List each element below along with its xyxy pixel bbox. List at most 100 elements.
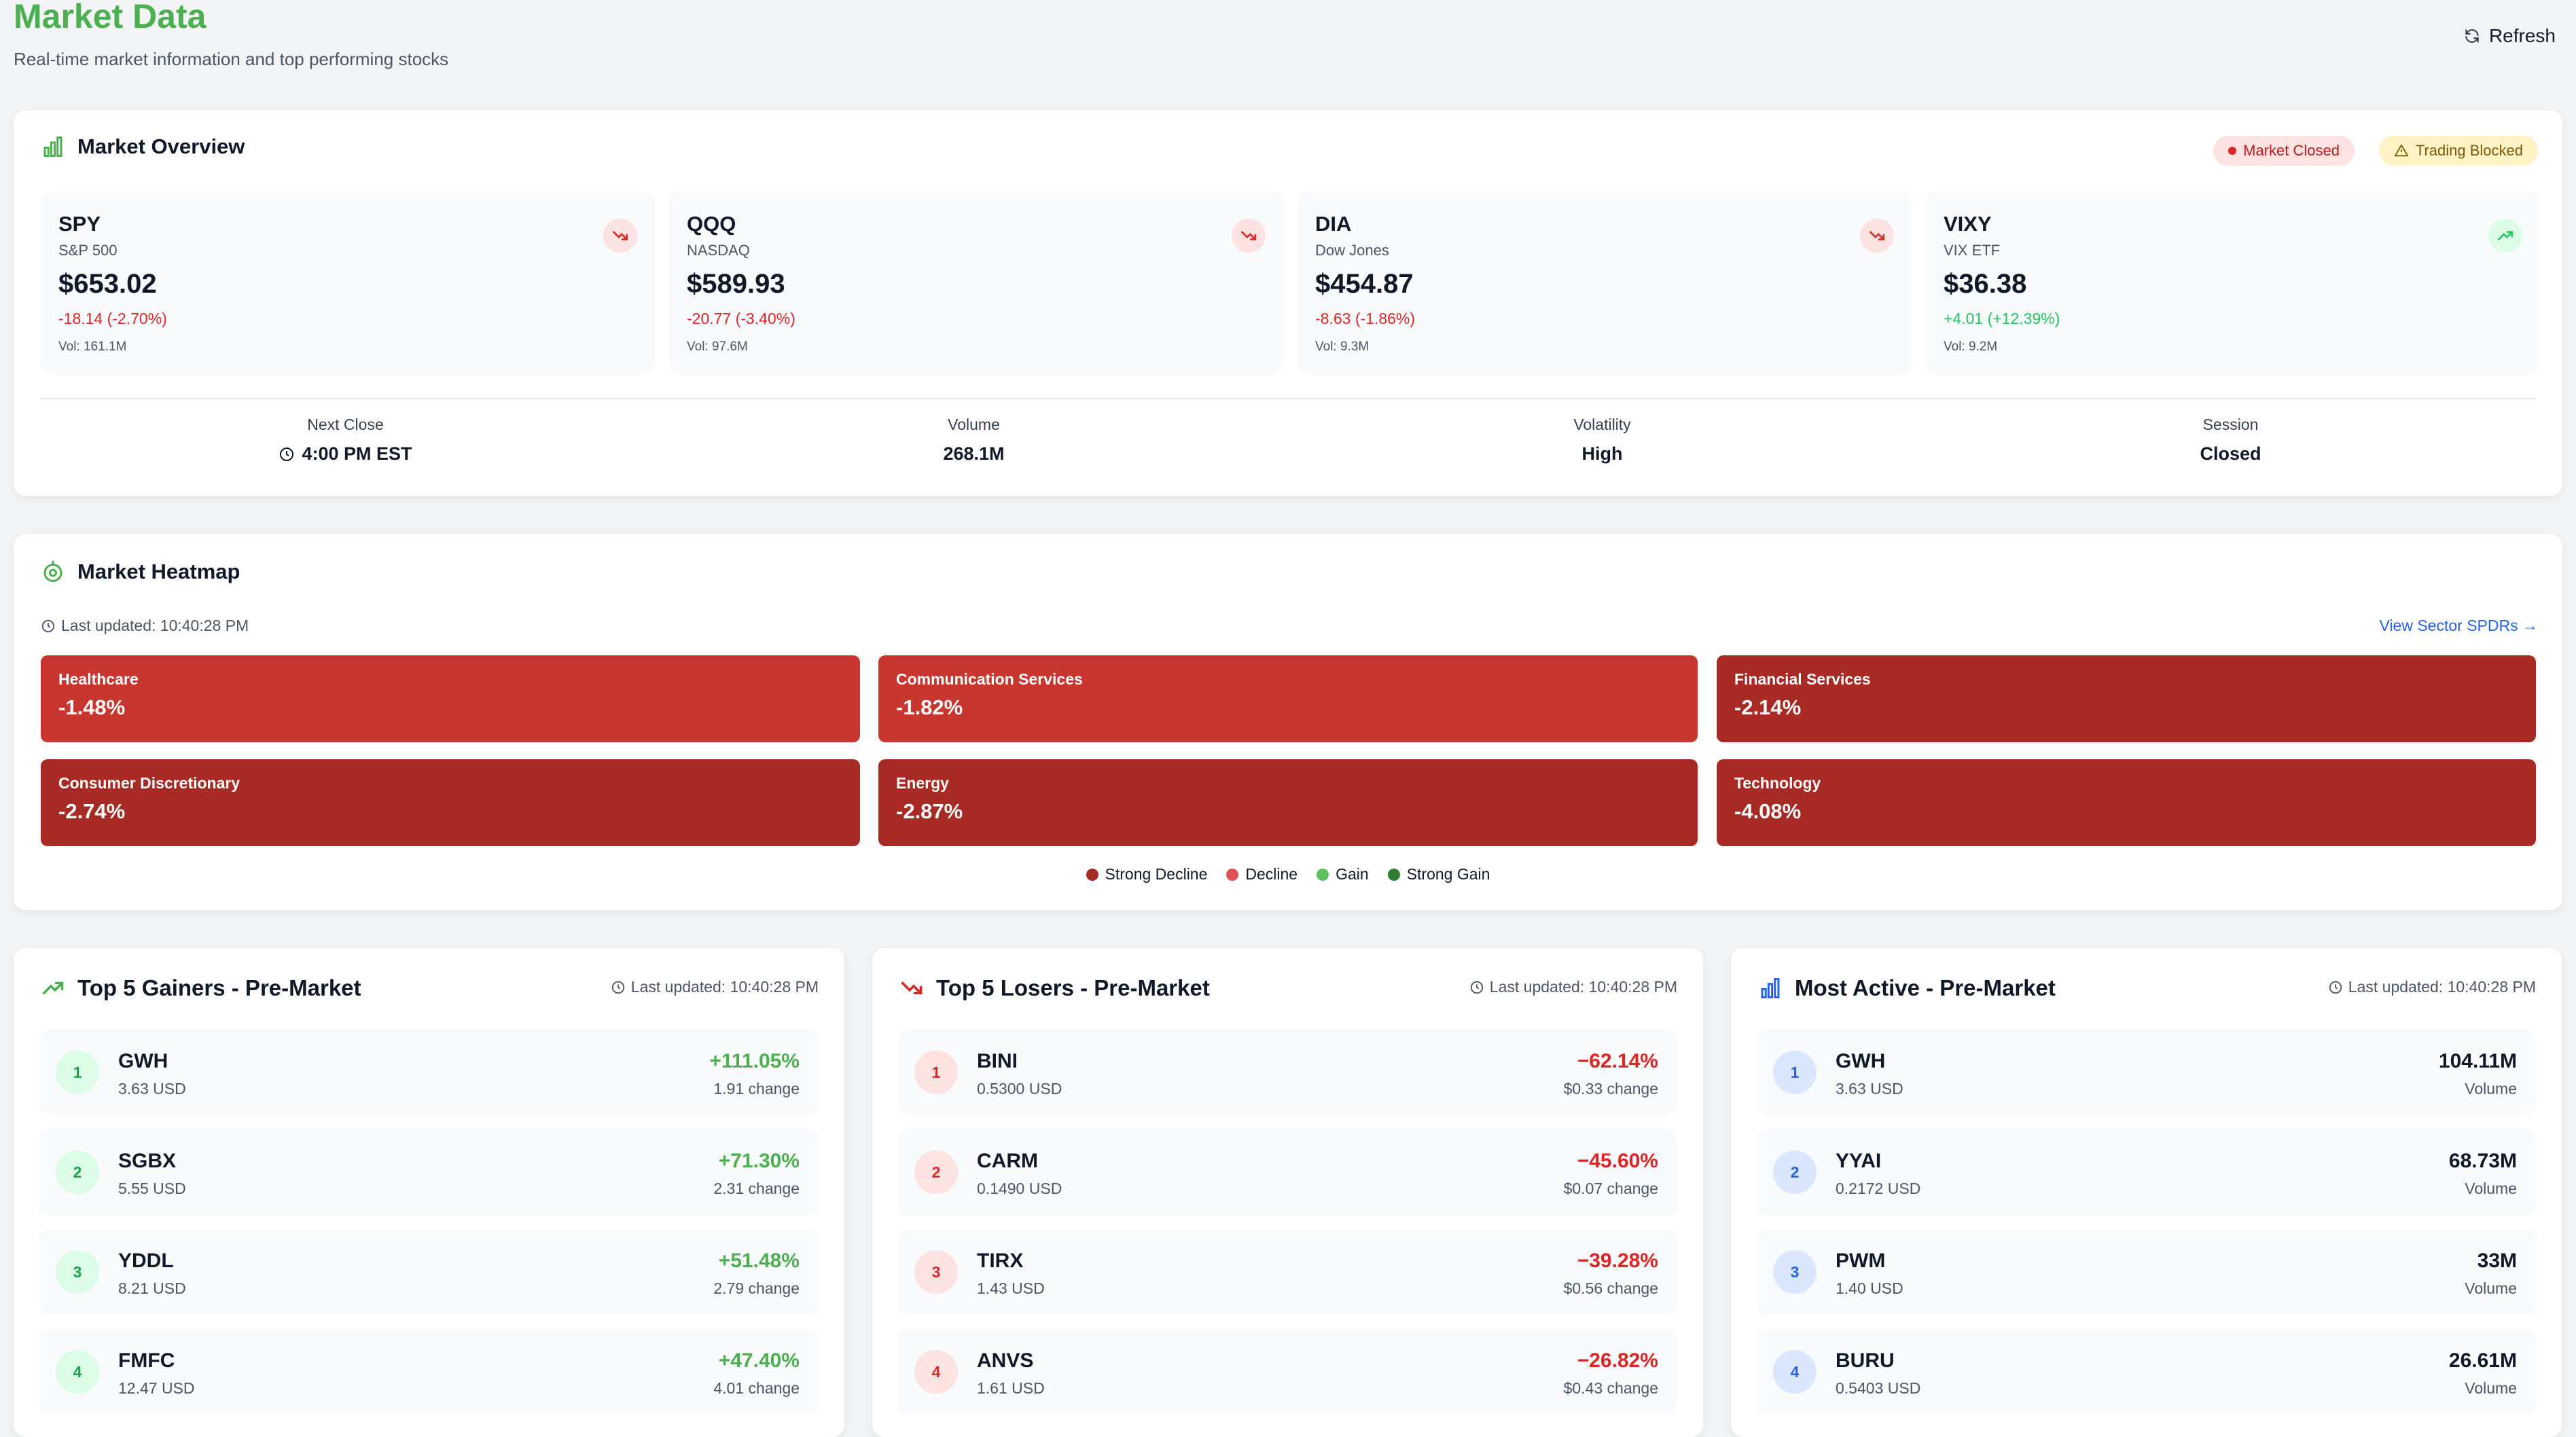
legend-swatch xyxy=(1086,868,1098,881)
list-item[interactable]: 2 YYAI 0.2172 USD 68.73M Volume xyxy=(1757,1129,2536,1215)
stat-value: Closed xyxy=(2200,443,2261,464)
stock-symbol: BINI xyxy=(977,1050,1018,1072)
list-item[interactable]: 3 TIRX 1.43 USD −39.28% $0.56 change xyxy=(898,1229,1677,1315)
gainers-last-updated: Last updated: 10:40:28 PM xyxy=(611,978,819,996)
stock-symbol: YYAI xyxy=(1836,1150,1882,1172)
top-losers-card: Top 5 Losers - Pre-Market Last updated: … xyxy=(872,948,1703,1437)
index-price: $589.93 xyxy=(687,269,785,299)
list-item[interactable]: 3 PWM 1.40 USD 33M Volume xyxy=(1757,1229,2536,1315)
stock-symbol: CARM xyxy=(977,1150,1038,1172)
stock-price: 0.2172 USD xyxy=(1836,1180,1921,1197)
sector-name: Technology xyxy=(1734,774,1821,792)
legend-label: Strong Decline xyxy=(1105,865,1208,883)
index-volume: Vol: 9.3M xyxy=(1315,340,1370,354)
sector-name: Communication Services xyxy=(896,670,1083,688)
stock-volume-label: Volume xyxy=(2465,1080,2517,1097)
stock-change-percent: −39.28% xyxy=(1577,1250,1658,1272)
sector-tile-energy[interactable]: Energy -2.87% xyxy=(878,759,1698,846)
stat-label: Session xyxy=(2202,416,2259,433)
index-price: $36.38 xyxy=(1944,269,2027,299)
legend-item: Gain xyxy=(1317,865,1369,884)
sector-tile-communication-services[interactable]: Communication Services -1.82% xyxy=(878,655,1698,742)
sector-change: -2.74% xyxy=(58,799,126,823)
stock-change-percent: −26.82% xyxy=(1577,1349,1658,1372)
stat-label: Next Close xyxy=(307,416,384,433)
stock-symbol: BURU xyxy=(1836,1349,1895,1372)
stat-value: High xyxy=(1581,443,1623,464)
list-item[interactable]: 2 CARM 0.1490 USD −45.60% $0.07 change xyxy=(898,1129,1677,1215)
legend-swatch xyxy=(1387,868,1400,881)
legend-swatch xyxy=(1226,868,1239,881)
index-tile-qqq[interactable]: QQQ NASDAQ $589.93 -20.77 (-3.40%) Vol: … xyxy=(669,192,1283,375)
legend-item: Strong Gain xyxy=(1387,865,1490,884)
index-tile-dia[interactable]: DIA Dow Jones $454.87 -8.63 (-1.86%) Vol… xyxy=(1298,192,1912,375)
refresh-button[interactable]: Refresh xyxy=(2459,24,2560,48)
legend-label: Gain xyxy=(1336,865,1369,883)
index-volume: Vol: 161.1M xyxy=(58,340,127,354)
sector-name: Consumer Discretionary xyxy=(58,774,240,792)
index-volume: Vol: 97.6M xyxy=(687,340,748,354)
view-sector-spdrs-link[interactable]: View Sector SPDRs → xyxy=(2379,617,2538,634)
stock-volume: 104.11M xyxy=(2438,1050,2517,1072)
market-heatmap-title: Market Heatmap xyxy=(77,560,240,583)
list-item[interactable]: 4 ANVS 1.61 USD −26.82% $0.43 change xyxy=(898,1329,1677,1415)
warning-icon xyxy=(2394,144,2408,157)
stat-volatility: Volatility High xyxy=(1288,416,1916,465)
index-tile-vixy[interactable]: VIXY VIX ETF $36.38 +4.01 (+12.39%) Vol:… xyxy=(1926,192,2540,375)
stock-price: 0.5300 USD xyxy=(977,1080,1062,1097)
stock-volume-label: Volume xyxy=(2465,1180,2517,1197)
stock-price: 0.5403 USD xyxy=(1836,1379,1921,1397)
list-item[interactable]: 1 BINI 0.5300 USD −62.14% $0.33 change xyxy=(898,1030,1677,1115)
stat-value: 268.1M xyxy=(943,443,1005,464)
sector-tile-healthcare[interactable]: Healthcare -1.48% xyxy=(41,655,860,742)
stock-change: $0.33 change xyxy=(1563,1080,1658,1097)
legend-swatch xyxy=(1317,868,1329,881)
index-symbol: SPY xyxy=(58,212,101,236)
index-name: VIX ETF xyxy=(1944,242,2001,259)
list-item[interactable]: 1 GWH 3.63 USD +111.05% 1.91 change xyxy=(39,1030,819,1115)
sector-tile-consumer-discretionary[interactable]: Consumer Discretionary -2.74% xyxy=(41,759,860,846)
top-losers-title: Top 5 Losers - Pre-Market xyxy=(936,975,1210,1000)
market-closed-label: Market Closed xyxy=(2243,142,2340,159)
stock-volume: 33M xyxy=(2477,1250,2517,1272)
stock-change: 4.01 change xyxy=(713,1379,800,1397)
list-item[interactable]: 4 FMFC 12.47 USD +47.40% 4.01 change xyxy=(39,1329,819,1415)
market-overview-header: Market Overview xyxy=(41,134,245,159)
stock-symbol: SGBX xyxy=(118,1150,177,1172)
list-item[interactable]: 4 BURU 0.5403 USD 26.61M Volume xyxy=(1757,1329,2536,1415)
index-tile-spy[interactable]: SPY S&P 500 $653.02 -18.14 (-2.70%) Vol:… xyxy=(41,192,655,375)
sector-change: -2.87% xyxy=(896,799,963,823)
trending-up-icon xyxy=(2488,219,2522,253)
rank-badge: 2 xyxy=(56,1150,99,1194)
stock-symbol: PWM xyxy=(1836,1250,1886,1272)
stock-symbol: FMFC xyxy=(118,1349,175,1372)
list-item[interactable]: 1 GWH 3.63 USD 104.11M Volume xyxy=(1757,1030,2536,1115)
rank-badge: 2 xyxy=(914,1150,958,1194)
market-heatmap-header: Market Heatmap xyxy=(41,560,240,584)
most-active-title: Most Active - Pre-Market xyxy=(1795,975,2056,1000)
index-symbol: QQQ xyxy=(687,212,736,236)
list-item[interactable]: 2 SGBX 5.55 USD +71.30% 2.31 change xyxy=(39,1129,819,1215)
clock-icon xyxy=(280,447,294,461)
list-item[interactable]: 3 YDDL 8.21 USD +51.48% 2.79 change xyxy=(39,1229,819,1315)
index-price: $454.87 xyxy=(1315,269,1414,299)
stat-value-text: 4:00 PM EST xyxy=(302,443,412,464)
stock-volume: 68.73M xyxy=(2448,1150,2517,1172)
heatmap-icon xyxy=(43,560,62,582)
stock-change-percent: +71.30% xyxy=(718,1150,800,1172)
most-active-header: Most Active - Pre-Market xyxy=(1758,975,2056,1001)
stock-symbol: TIRX xyxy=(977,1250,1024,1272)
stock-price: 1.61 USD xyxy=(977,1379,1045,1397)
sector-tile-financial-services[interactable]: Financial Services -2.14% xyxy=(1717,655,2536,742)
index-price: $653.02 xyxy=(58,269,157,299)
stock-price: 3.63 USD xyxy=(1836,1080,1903,1097)
sector-name: Energy xyxy=(896,774,949,792)
stock-change: $0.56 change xyxy=(1563,1279,1658,1297)
trending-down-icon xyxy=(1232,219,1266,253)
stock-price: 8.21 USD xyxy=(118,1279,186,1297)
stat-volume: Volume 268.1M xyxy=(660,416,1288,465)
rank-badge: 3 xyxy=(1773,1250,1817,1294)
stat-next-close: Next Close 4:00 PM EST xyxy=(31,416,660,465)
sector-tile-technology[interactable]: Technology -4.08% xyxy=(1717,759,2536,846)
top-losers-header: Top 5 Losers - Pre-Market xyxy=(899,975,1210,1001)
